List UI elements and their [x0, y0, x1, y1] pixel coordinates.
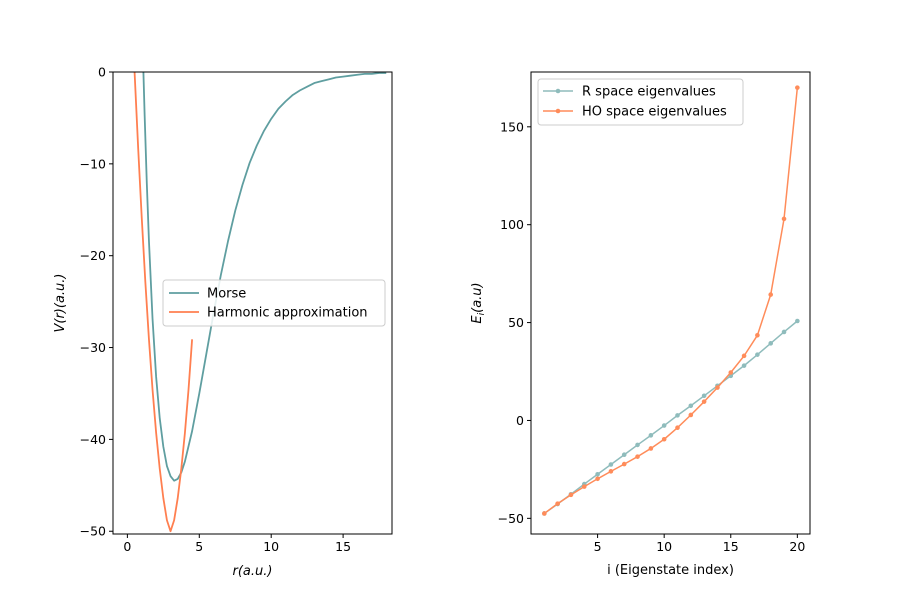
- data-point-ho-space-eigenvalues: [688, 412, 694, 418]
- data-point-ho-space-eigenvalues: [635, 454, 640, 459]
- y-tick-label: 150: [500, 119, 524, 134]
- data-point-r-space-eigenvalues: [781, 329, 787, 335]
- data-point-r-space-eigenvalues: [755, 352, 760, 357]
- y-tick-label: 50: [508, 315, 524, 330]
- data-point-ho-space-eigenvalues: [768, 292, 774, 297]
- data-point-r-space-eigenvalues: [688, 403, 694, 409]
- ticks-layer: 5 10 15 20 −50 0 50 100 150: [498, 119, 806, 554]
- data-point-r-space-eigenvalues: [768, 341, 774, 346]
- series-line-morse: [142, 72, 387, 482]
- x-axis-label: r(a.u.): [233, 564, 273, 579]
- plot-frame: [530, 71, 811, 535]
- data-point-ho-space-eigenvalues: [701, 399, 707, 404]
- data-point-ho-space-eigenvalues: [648, 446, 654, 451]
- y-tick-label: −40: [80, 432, 106, 447]
- x-tick-label: 15: [335, 539, 351, 554]
- y-tick-label: 0: [98, 65, 106, 80]
- data-point-ho-space-eigenvalues: [568, 492, 574, 498]
- x-tick-label: 10: [263, 539, 279, 554]
- legend-marker-ho-space: [555, 108, 561, 114]
- x-tick-label: 0: [123, 539, 131, 554]
- legend: R space eigenvalues HO space eigenvalues: [537, 78, 744, 126]
- data-point-r-space-eigenvalues: [795, 318, 800, 324]
- data-point-ho-space-eigenvalues: [621, 461, 627, 467]
- data-point-r-space-eigenvalues: [608, 462, 614, 467]
- y-axis-label-units: (a.u): [470, 282, 485, 312]
- data-point-ho-space-eigenvalues: [781, 216, 787, 222]
- x-axis-label: i (Eigenstate index): [607, 563, 734, 578]
- data-point-ho-space-eigenvalues: [555, 501, 560, 506]
- x-tick-label: 5: [594, 539, 602, 554]
- legend-box: [537, 78, 744, 126]
- data-point-r-space-eigenvalues: [635, 442, 640, 448]
- data-point-ho-space-eigenvalues: [741, 353, 747, 359]
- data-point-ho-space-eigenvalues: [608, 469, 614, 474]
- data-point-ho-space-eigenvalues: [675, 425, 680, 431]
- y-tick-label: 100: [500, 217, 524, 232]
- data-point-r-space-eigenvalues: [595, 471, 600, 477]
- legend-label-morse: Morse: [207, 287, 246, 302]
- legend-marker-r-space: [555, 88, 561, 94]
- y-tick-label: −50: [498, 511, 524, 526]
- series-line-harmonic-approximation: [133, 72, 193, 533]
- y-tick-label: −10: [80, 156, 106, 171]
- data-point-r-space-eigenvalues: [701, 393, 707, 399]
- y-tick-label: −50: [80, 524, 106, 539]
- y-axis-label: Ei(a.u): [470, 282, 487, 323]
- y-axis-label: V(r)(a.u.): [53, 274, 68, 333]
- data-point-r-space-eigenvalues: [675, 413, 680, 418]
- ticks-layer: 0 5 10 15 0 −10 −20 −30 −40 −50: [80, 65, 351, 555]
- data-point-ho-space-eigenvalues: [715, 385, 720, 390]
- y-tick-label: 0: [516, 413, 524, 428]
- data-point-ho-space-eigenvalues: [661, 436, 667, 442]
- subplot-morse-potential: 0 5 10 15 0 −10 −20 −30 −40 −50 r(a.u.) V(r)(a.u.…: [53, 65, 393, 579]
- data-point-ho-space-eigenvalues: [795, 85, 800, 90]
- series-layer: [133, 72, 387, 533]
- y-tick-label: −20: [80, 248, 106, 263]
- subplot-eigenvalues: 5 10 15 20 −50 0 50 100 150 i (Eigenstate index)…: [470, 71, 811, 578]
- legend-label-ho-space: HO space eigenvalues: [582, 105, 727, 120]
- series-line-r-space-eigenvalues: [543, 320, 798, 515]
- legend: Morse Harmonic approximation: [162, 279, 386, 327]
- legend-box: [162, 279, 386, 327]
- legend-label-harmonic: Harmonic approximation: [207, 306, 368, 321]
- x-tick-label: 15: [723, 539, 739, 554]
- data-point-ho-space-eigenvalues: [755, 333, 760, 338]
- y-axis-label-subscript: i: [477, 312, 487, 315]
- x-tick-label: 10: [656, 539, 672, 554]
- data-point-r-space-eigenvalues: [621, 452, 627, 458]
- series-layer: [542, 85, 800, 516]
- data-point-ho-space-eigenvalues: [595, 476, 600, 482]
- x-tick-label: 20: [789, 539, 805, 554]
- series-line-ho-space-eigenvalues: [543, 87, 799, 515]
- data-point-ho-space-eigenvalues: [728, 370, 734, 375]
- data-point-ho-space-eigenvalues: [581, 484, 587, 489]
- y-tick-label: −30: [80, 340, 106, 355]
- data-point-r-space-eigenvalues: [661, 423, 667, 428]
- data-point-ho-space-eigenvalues: [542, 511, 547, 516]
- x-tick-label: 5: [195, 539, 203, 554]
- data-point-r-space-eigenvalues: [648, 433, 654, 438]
- data-point-r-space-eigenvalues: [741, 363, 747, 368]
- plot-frame: [112, 71, 393, 535]
- legend-label-r-space: R space eigenvalues: [582, 85, 716, 100]
